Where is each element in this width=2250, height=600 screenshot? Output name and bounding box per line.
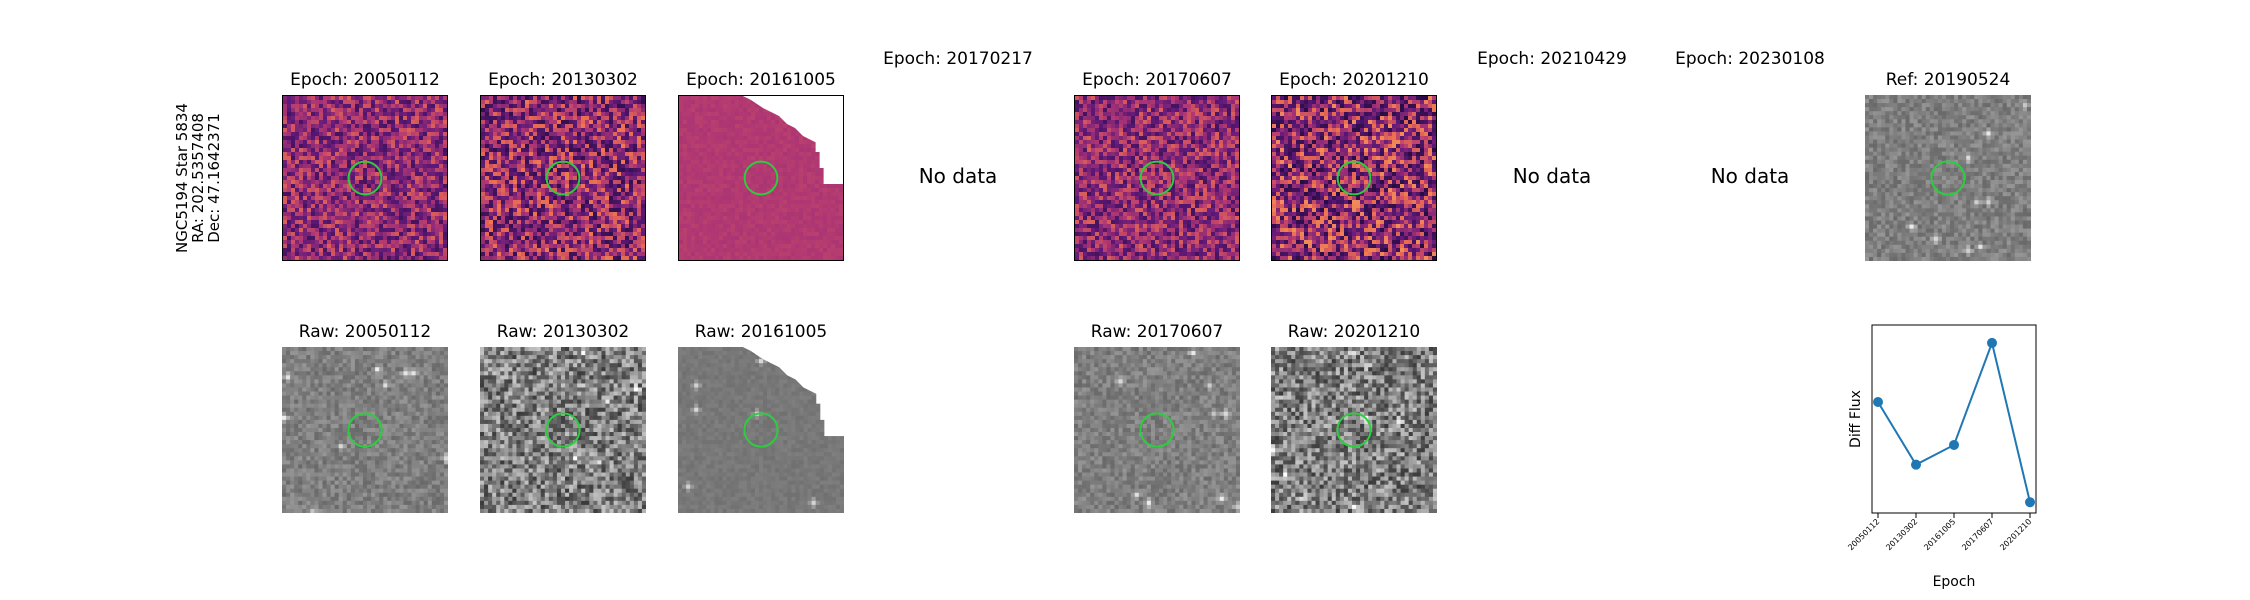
data-point-20170607 <box>1987 337 1997 348</box>
raw-image-20170607 <box>1074 347 1240 513</box>
raw-title-6: Raw: 20201210 <box>1287 322 1421 342</box>
diff-image-20130302 <box>480 95 646 261</box>
plot-frame <box>1871 324 2037 514</box>
series-line <box>1877 339 2031 503</box>
aperture-circle <box>545 412 581 448</box>
aperture-circle <box>545 160 581 196</box>
aperture-circle <box>1336 412 1372 448</box>
raw-image-20050112 <box>282 347 448 513</box>
aperture-circle <box>347 412 383 448</box>
raw-image-20161005 <box>678 347 844 513</box>
no-data-20170217: No data <box>918 164 998 188</box>
aperture-circle <box>1930 160 1966 196</box>
raw-title-5: Raw: 20170607 <box>1090 322 1224 342</box>
reference-title: Ref: 20190524 <box>1885 70 2011 90</box>
aperture-circle <box>743 160 779 196</box>
diff-image-20050112 <box>282 95 448 261</box>
data-point-20161005 <box>1949 439 1959 450</box>
raw-image-20130302 <box>480 347 646 513</box>
no-coverage-region <box>742 347 844 414</box>
diff-title-5: Epoch: 20170607 <box>1082 70 1232 90</box>
data-point-20050112 <box>1873 396 1883 407</box>
diff-title-3: Epoch: 20161005 <box>686 70 836 90</box>
x-axis-label: Epoch <box>1933 574 1976 590</box>
x-tick-label: 20170607 <box>1960 517 1995 552</box>
target-ra: RA: 202.5357408 <box>189 113 207 243</box>
data-point-20130302 <box>1911 459 1921 470</box>
diff-flux-chart: 20050112 20130302 20161005 20170607 20201210… <box>1846 324 2037 590</box>
diff-image-20161005 <box>678 95 844 261</box>
diff-title-4: Epoch: 20170217 <box>883 49 1033 69</box>
reference-image <box>1865 95 2031 261</box>
target-dec: Dec: 47.1642371 <box>205 113 223 243</box>
aperture-circle <box>1336 160 1372 196</box>
diff-title-8: Epoch: 20230108 <box>1675 49 1825 69</box>
diff-image-20201210 <box>1271 95 1437 261</box>
diff-title-1: Epoch: 20050112 <box>290 70 440 90</box>
aperture-circle <box>347 160 383 196</box>
x-tick-label: 20050112 <box>1846 517 1881 552</box>
diff-title-6: Epoch: 20201210 <box>1279 70 1429 90</box>
no-data-20210429: No data <box>1512 164 1592 188</box>
raw-image-20201210 <box>1271 347 1437 513</box>
raw-title-3: Raw: 20161005 <box>694 322 828 342</box>
y-axis-label: Diff Flux <box>1848 390 1864 448</box>
data-point-20201210 <box>2025 497 2035 508</box>
aperture-circle <box>1139 412 1175 448</box>
target-name: NGC5194 Star 5834 <box>173 103 191 253</box>
aperture-circle <box>1139 160 1175 196</box>
x-tick-label: 20201210 <box>1998 517 2033 552</box>
raw-title-2: Raw: 20130302 <box>496 322 630 342</box>
x-tick-label: 20130302 <box>1884 517 1919 552</box>
diff-image-20170607 <box>1074 95 1240 261</box>
raw-title-1: Raw: 20050112 <box>298 322 432 342</box>
x-tick-label: 20161005 <box>1922 517 1957 552</box>
target-label: NGC5194 Star 5834 RA: 202.5357408 Dec: 4… <box>173 103 223 253</box>
diff-title-2: Epoch: 20130302 <box>488 70 638 90</box>
no-data-20230108: No data <box>1710 164 1790 188</box>
aperture-circle <box>743 412 779 448</box>
no-coverage-region <box>743 96 843 162</box>
diff-title-7: Epoch: 20210429 <box>1477 49 1627 69</box>
